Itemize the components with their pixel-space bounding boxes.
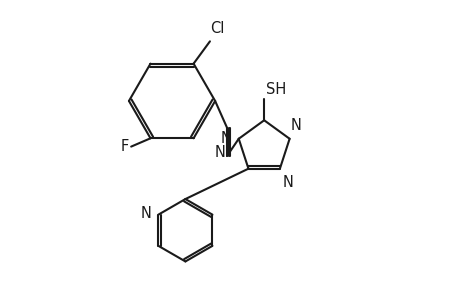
Text: N: N (215, 146, 225, 160)
Text: Cl: Cl (210, 21, 224, 36)
Text: N: N (291, 118, 301, 133)
Text: SH: SH (265, 82, 285, 97)
Text: N: N (140, 206, 151, 221)
Text: F: F (120, 139, 129, 154)
Text: N: N (282, 175, 292, 190)
Text: N: N (220, 131, 231, 146)
